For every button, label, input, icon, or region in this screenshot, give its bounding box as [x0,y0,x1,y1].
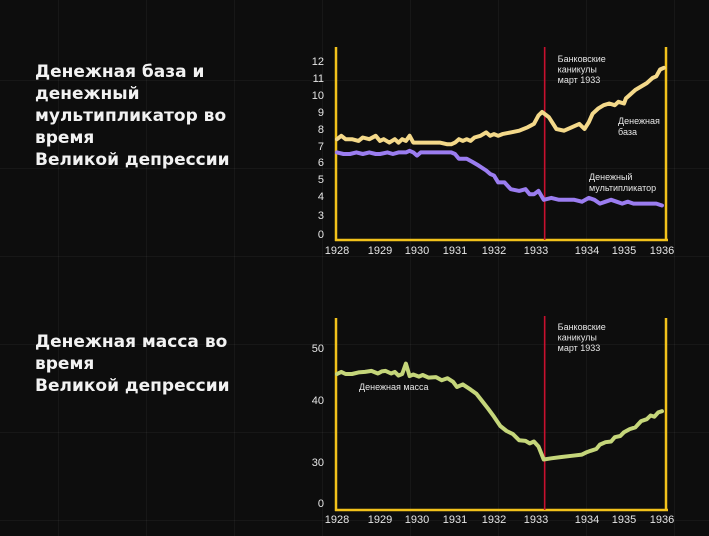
series-money-supply-label: Денежная масса [359,382,429,392]
y-tick-label: 5 [318,174,324,186]
y-tick-label: 30 [312,457,324,469]
chart-title-money-base: Денежная база и денежный мультипликатор … [35,61,285,171]
series-money-multiplier-line [335,148,664,208]
x-tick-label: 1929 [368,514,392,526]
y-tick-label: 8 [318,124,324,136]
x-tick-label: 1935 [612,245,636,257]
x-tick-label: 1931 [443,245,467,257]
y-tick-label: 3 [318,210,324,222]
chart-title-money-supply: Денежная масса во время Великой депресси… [35,331,275,397]
event-label: каникулы [558,65,597,75]
x-tick-label: 1934 [575,245,599,257]
series-money-base-label: Денежная [618,116,660,126]
y-tick-label: 7 [318,141,324,153]
x-tick-label: 1928 [325,245,349,257]
y-tick-label: 40 [312,395,324,407]
y-tick-label: 10 [312,90,324,102]
y-tick-label: 12 [312,56,324,68]
chart-money-supply: 0 30 40 50 1928 1929 1930 1931 1932 1933 1934 1935 1… [312,316,674,526]
title-line: Великой депрессии [35,376,230,396]
title-line: мультипликатор во время [35,106,227,148]
x-tick-label: 1931 [443,514,467,526]
y-tick-label: 9 [318,107,324,119]
series-money-base-line [335,65,666,147]
x-tick-label: 1936 [650,245,674,257]
y-tick-label: 6 [318,157,324,169]
series-money-base-label: база [618,127,637,137]
x-tick-label: 1929 [368,245,392,257]
x-tick-label: 1935 [612,514,636,526]
series-money-supply-line [335,361,664,462]
title-line: Великой депрессии [35,150,230,170]
y-tick-label: 50 [312,343,324,355]
x-tick-label: 1932 [482,514,506,526]
title-line: Денежная база и денежный [35,62,205,104]
x-tick-label: 1930 [405,514,429,526]
y-tick-label: 0 [318,229,324,241]
x-tick-label: 1933 [524,514,548,526]
event-label: каникулы [558,333,597,343]
event-label: март 1933 [558,75,601,85]
series-money-multiplier-label: Денежный [589,172,632,182]
event-label: Банковские [558,54,606,64]
x-tick-label: 1932 [482,245,506,257]
x-tick-label: 1936 [650,514,674,526]
event-label: март 1933 [558,343,601,353]
x-tick-label: 1928 [325,514,349,526]
title-line: Денежная масса во время [35,332,228,374]
y-tick-label: 0 [318,498,324,510]
chart-money-base-multiplier: 0 3 4 5 6 7 8 9 10 11 12 1928 1929 1930 1931 1932 1933 19… [312,47,674,257]
x-tick-label: 1934 [575,514,599,526]
x-tick-label: 1933 [524,245,548,257]
x-tick-label: 1930 [405,245,429,257]
y-tick-label: 4 [318,191,324,203]
y-tick-label: 11 [313,73,324,85]
event-label: Банковские [558,322,606,332]
series-money-multiplier-label: мультипликатор [589,183,656,193]
